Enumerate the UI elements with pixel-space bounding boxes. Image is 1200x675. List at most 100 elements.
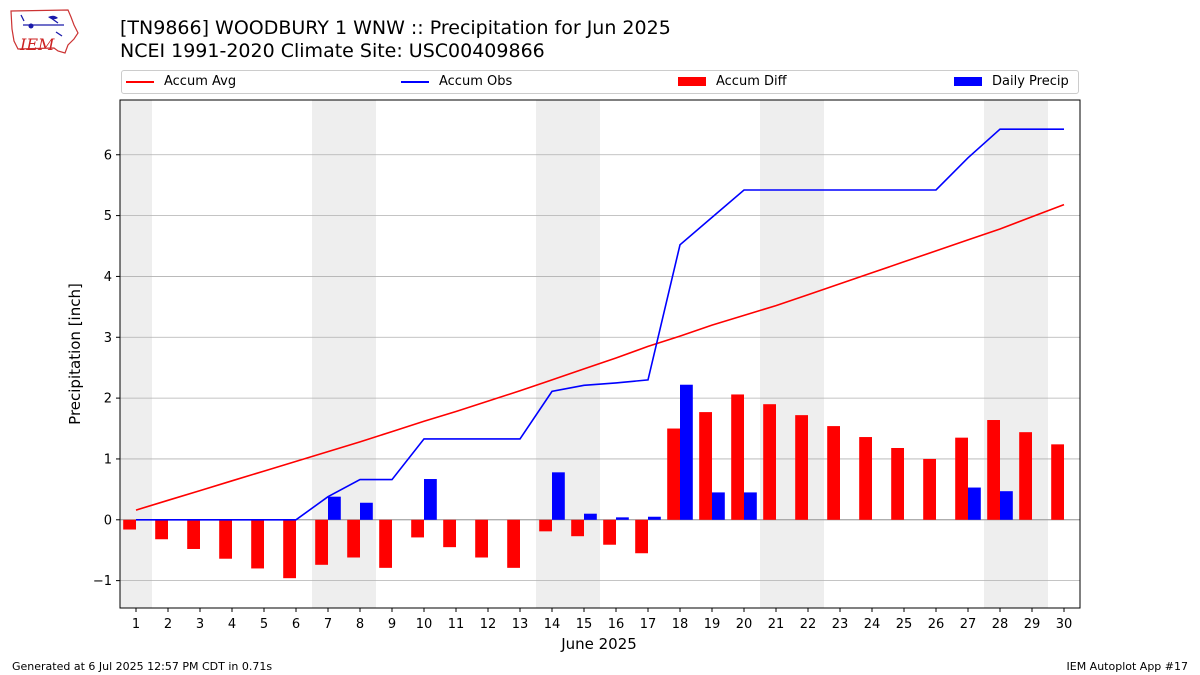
x-tick-label-12: 12 [480,617,497,632]
legend-swatch-accum-diff [678,77,706,86]
x-tick-label-13: 13 [512,617,529,632]
y-tick-label-5: 5 [104,209,112,224]
accum-diff-bar-13 [507,519,520,568]
weekend-band-29 [1016,100,1048,608]
legend-label-accum-avg: Accum Avg [164,74,237,89]
plot-frame [119,99,1081,609]
accum-diff-bar-11 [443,519,456,548]
daily-precip-bar-16 [616,517,629,520]
chart-subtitle: NCEI 1991-2020 Climate Site: USC00409866 [120,40,545,62]
x-tick-label-10: 10 [416,617,433,632]
x-axis-ticks: 1 2 3 4 5 6 7 8 9 10 11 12 13 14 15 16 17 18 19 20 21 22 23 24 2… [132,608,1072,632]
accum-diff-bar-22 [795,415,808,520]
y-axis-ticks: −1 0 1 2 3 4 5 6 [93,148,120,589]
y-tick-label-4: 4 [104,270,112,285]
accum-diff-bar-30 [1051,444,1064,520]
x-tick-label-30: 30 [1056,617,1073,632]
x-tick-label-17: 17 [640,617,657,632]
accum-diff-bar-27 [955,437,968,520]
accum-diff-bar-8 [347,519,360,558]
x-tick-label-22: 22 [800,617,817,632]
y-tick-label-2: 2 [104,392,112,407]
y-tick-label--1: −1 [93,574,112,589]
x-tick-label-24: 24 [864,617,881,632]
accum-obs-line [136,128,1064,521]
legend-swatch-accum-avg [126,80,154,83]
accum-diff-bar-18 [667,428,680,520]
accum-diff-bar-10 [411,519,424,538]
y-tick-label-6: 6 [104,148,112,163]
accum-diff-bar-20 [731,394,744,520]
x-tick-label-28: 28 [992,617,1009,632]
weekend-band-1 [120,100,152,608]
weekend-shading [120,100,1048,608]
x-tick-label-2: 2 [164,617,172,632]
x-tick-label-19: 19 [704,617,721,632]
x-tick-label-29: 29 [1024,617,1041,632]
weekend-band-22 [792,100,824,608]
y-tick-label-0: 0 [104,513,112,528]
x-tick-label-25: 25 [896,617,913,632]
daily-precip-bar-14 [552,472,565,520]
x-tick-label-27: 27 [960,617,977,632]
y-tick-label-3: 3 [104,331,112,346]
daily-precip-bar-8 [360,502,373,520]
y-axis-label: Precipitation [inch] [66,283,84,425]
daily-precip-bar-17 [648,516,661,520]
accum-diff-bar-16 [603,519,616,545]
x-tick-label-26: 26 [928,617,945,632]
accum-diff-bar-5 [251,519,264,569]
x-tick-label-5: 5 [260,617,268,632]
legend-swatch-accum-obs [401,80,429,83]
legend-label-accum-obs: Accum Obs [439,74,513,89]
accum-diff-bar-15 [571,519,584,537]
accum-avg-line [135,203,1065,511]
daily-precip-bar-15 [584,513,597,520]
accum-diff-bars [123,394,1064,579]
accum-diff-bar-1 [123,519,136,530]
x-tick-label-9: 9 [388,617,396,632]
daily-precip-bar-10 [424,479,437,520]
logo-text: IEM [19,35,55,54]
weekend-band-21 [760,100,792,608]
accum-diff-bar-12 [475,519,488,558]
accum-diff-bar-14 [539,519,552,532]
daily-precip-bar-18 [680,384,693,520]
x-tick-label-16: 16 [608,617,625,632]
accum-diff-bar-2 [155,519,168,540]
daily-precip-bars [328,384,1013,520]
accum-diff-bar-21 [763,404,776,520]
x-tick-label-1: 1 [132,617,140,632]
daily-precip-bar-27 [968,487,981,520]
daily-precip-bar-28 [1000,491,1013,520]
x-axis-label: June 2025 [560,635,637,653]
x-tick-label-3: 3 [196,617,204,632]
accum-diff-bar-19 [699,412,712,520]
legend-item-accum-obs: Accum Obs [401,74,512,89]
legend-item-accum-avg: Accum Avg [126,74,236,89]
x-tick-label-18: 18 [672,617,689,632]
daily-precip-bar-20 [744,492,757,520]
legend-swatch-daily-precip [954,77,982,86]
accum-diff-bar-23 [827,426,840,520]
accum-diff-bar-3 [187,519,200,549]
x-tick-label-20: 20 [736,617,753,632]
accum-diff-bar-29 [1019,432,1032,520]
x-tick-label-8: 8 [356,617,364,632]
x-tick-label-21: 21 [768,617,785,632]
legend: Accum Avg Accum Obs Accum Diff Daily Pre… [121,70,1079,94]
accum-diff-bar-25 [891,447,904,520]
x-tick-label-11: 11 [448,617,465,632]
accum-diff-bar-6 [283,519,296,579]
generated-timestamp: Generated at 6 Jul 2025 12:57 PM CDT in … [12,660,273,673]
legend-label-daily-precip: Daily Precip [992,74,1069,89]
accum-diff-bar-9 [379,519,392,568]
chart-title: [TN9866] WOODBURY 1 WNW :: Precipitation… [120,17,671,39]
y-tick-label-1: 1 [104,452,112,467]
app-label: IEM Autoplot App #17 [1066,660,1189,673]
accum-diff-bar-26 [923,458,936,520]
x-tick-label-7: 7 [324,617,332,632]
legend-item-daily-precip: Daily Precip [954,74,1069,89]
legend-label-accum-diff: Accum Diff [716,74,787,89]
